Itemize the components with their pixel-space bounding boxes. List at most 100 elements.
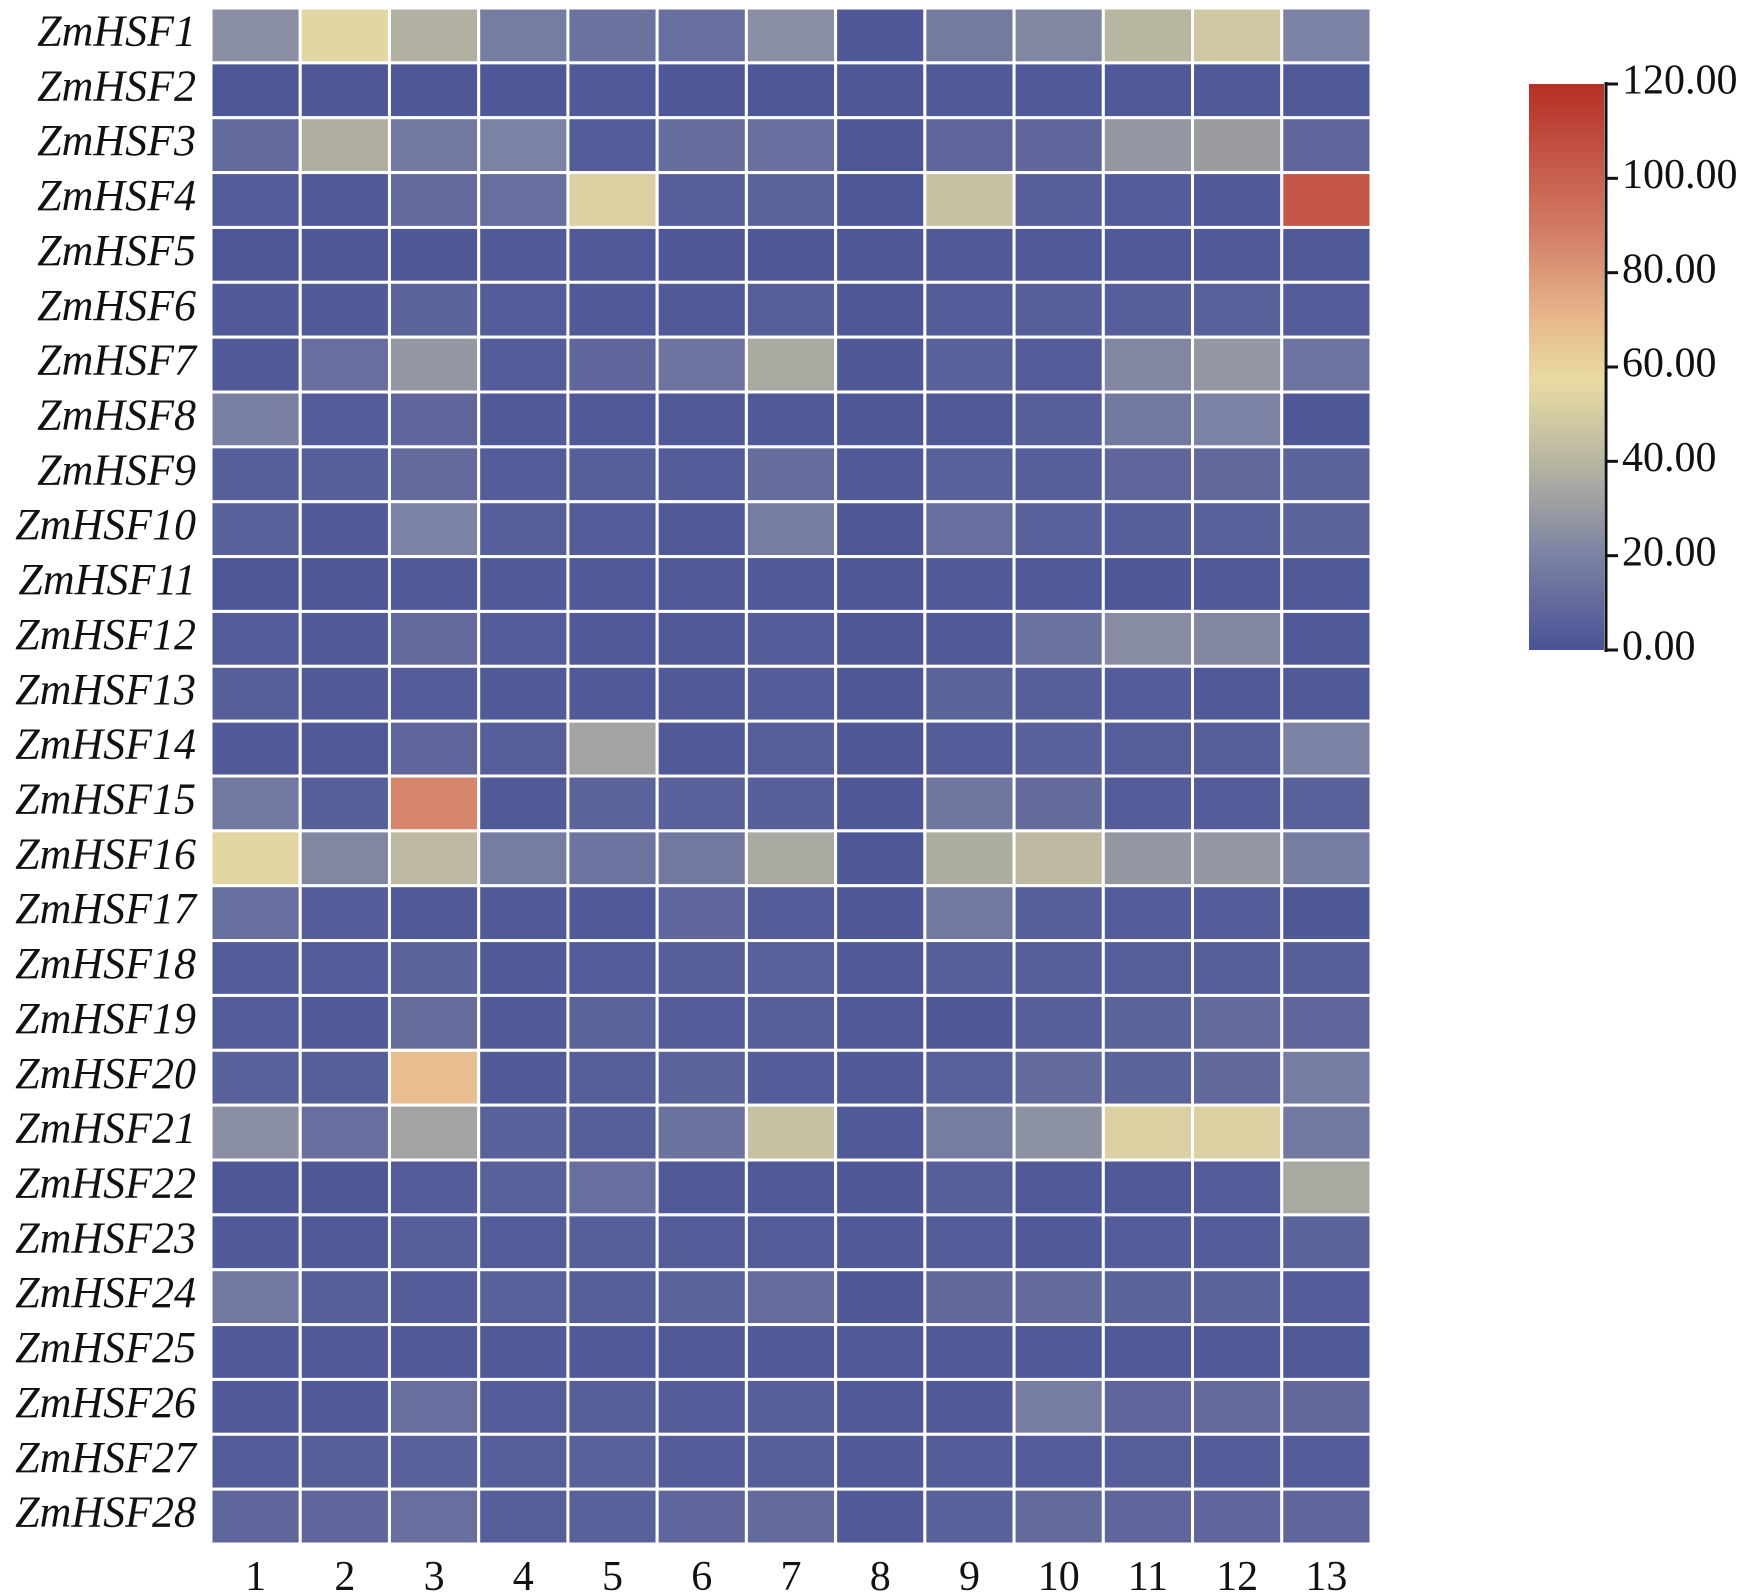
heatmap-cell-ZmHSF11-col7	[744, 555, 838, 613]
heatmap-cell-ZmHSF2-col12	[1191, 61, 1284, 120]
heatmap-cell-ZmHSF21-col3	[387, 1103, 481, 1162]
heatmap-cell-ZmHSF2-col9	[923, 61, 1016, 120]
colorbar-tick-label: 0.00	[1622, 624, 1696, 670]
heatmap-cell-ZmHSF19-col10	[1012, 993, 1105, 1052]
heatmap-cell-ZmHSF7-col6	[655, 335, 748, 394]
heatmap-cell-ZmHSF18-col2	[298, 939, 391, 997]
heatmap-cell-ZmHSF21-col7	[744, 1103, 838, 1162]
heatmap-cell-ZmHSF2-col3	[387, 61, 481, 120]
heatmap-cell-ZmHSF13-col13	[1280, 664, 1373, 723]
heatmap-cell-ZmHSF5-col5	[566, 225, 659, 284]
heatmap-cell-ZmHSF19-col13	[1280, 993, 1373, 1052]
heatmap-cell-ZmHSF6-col7	[744, 280, 838, 339]
heatmap-cell-ZmHSF8-col12	[1191, 390, 1284, 449]
row-label: ZmHSF1	[37, 7, 196, 56]
heatmap-cell-ZmHSF22-col2	[298, 1158, 391, 1217]
heatmap-cell-ZmHSF6-col9	[923, 280, 1016, 339]
heatmap-cell-ZmHSF20-col8	[834, 1048, 927, 1107]
heatmap-cell-ZmHSF26-col13	[1280, 1377, 1373, 1436]
heatmap-cell-ZmHSF21-col4	[477, 1103, 570, 1162]
heatmap-cell-ZmHSF15-col1	[209, 774, 302, 833]
heatmap-cell-ZmHSF11-col12	[1191, 555, 1284, 613]
heatmap-cell-ZmHSF3-col10	[1012, 116, 1105, 175]
column-label: 9	[959, 1554, 980, 1594]
heatmap-cell-ZmHSF18-col1	[209, 939, 302, 997]
heatmap-cell-ZmHSF20-col12	[1191, 1048, 1284, 1107]
colorbar-tick-label: 80.00	[1622, 246, 1717, 292]
heatmap-cell-ZmHSF13-col3	[387, 664, 481, 723]
row-label: ZmHSF24	[15, 1268, 196, 1317]
heatmap-cell-ZmHSF4-col2	[298, 171, 391, 229]
heatmap-cell-ZmHSF11-col6	[655, 555, 748, 613]
heatmap-cell-ZmHSF6-col4	[477, 280, 570, 339]
row-label: ZmHSF26	[15, 1378, 196, 1427]
heatmap-cell-ZmHSF27-col9	[923, 1432, 1016, 1491]
colorbar-ticks: 0.00 20.00 40.00 60.00 80.00 100.00 120.00	[1606, 58, 1738, 670]
heatmap-cell-ZmHSF21-col10	[1012, 1103, 1105, 1162]
heatmap-cell-ZmHSF23-col7	[744, 1213, 838, 1272]
heatmap-cell-ZmHSF4-col1	[209, 171, 302, 229]
heatmap-cell-ZmHSF7-col10	[1012, 335, 1105, 394]
column-label: 6	[691, 1554, 712, 1594]
heatmap-cell-ZmHSF11-col13	[1280, 555, 1373, 613]
heatmap-cell-ZmHSF15-col13	[1280, 774, 1373, 833]
heatmap-cell-ZmHSF2-col6	[655, 61, 748, 120]
heatmap-cell-ZmHSF25-col10	[1012, 1323, 1105, 1381]
heatmap-cell-ZmHSF8-col10	[1012, 390, 1105, 449]
heatmap-cell-ZmHSF27-col6	[655, 1432, 748, 1491]
heatmap-cell-ZmHSF23-col11	[1101, 1213, 1195, 1272]
heatmap-cell-ZmHSF9-col13	[1280, 445, 1373, 504]
heatmap-cell-ZmHSF21-col6	[655, 1103, 748, 1162]
heatmap-cell-ZmHSF27-col8	[834, 1432, 927, 1491]
heatmap-cell-ZmHSF17-col4	[477, 884, 570, 943]
heatmap-cell-ZmHSF6-col13	[1280, 280, 1373, 339]
heatmap-cell-ZmHSF17-col7	[744, 884, 838, 943]
heatmap-cell-ZmHSF24-col3	[387, 1268, 481, 1327]
heatmap-cell-ZmHSF6-col6	[655, 280, 748, 339]
row-label: ZmHSF8	[37, 391, 196, 440]
heatmap-cell-ZmHSF9-col12	[1191, 445, 1284, 504]
heatmap-cell-ZmHSF9-col8	[834, 445, 927, 504]
heatmap-cell-ZmHSF1-col9	[923, 6, 1016, 65]
heatmap-cell-ZmHSF22-col8	[834, 1158, 927, 1217]
heatmap-cell-ZmHSF3-col4	[477, 116, 570, 175]
heatmap-cell-ZmHSF16-col1	[209, 829, 302, 888]
heatmap-cell-ZmHSF5-col8	[834, 225, 927, 284]
heatmap-cell-ZmHSF3-col13	[1280, 116, 1373, 175]
heatmap-cell-ZmHSF8-col6	[655, 390, 748, 449]
heatmap-cell-ZmHSF19-col7	[744, 993, 838, 1052]
heatmap-cell-ZmHSF26-col7	[744, 1377, 838, 1436]
heatmap-cell-ZmHSF21-col9	[923, 1103, 1016, 1162]
heatmap-cell-ZmHSF20-col7	[744, 1048, 838, 1107]
heatmap-cell-ZmHSF23-col3	[387, 1213, 481, 1272]
heatmap-cell-ZmHSF21-col11	[1101, 1103, 1195, 1162]
heatmap-cell-ZmHSF2-col1	[209, 61, 302, 120]
heatmap-cell-ZmHSF20-col10	[1012, 1048, 1105, 1107]
heatmap-cell-ZmHSF15-col2	[298, 774, 391, 833]
heatmap-cell-ZmHSF7-col9	[923, 335, 1016, 394]
heatmap-cell-ZmHSF18-col8	[834, 939, 927, 997]
colorbar-tick-label: 100.00	[1622, 152, 1738, 198]
heatmap-cell-ZmHSF19-col5	[566, 993, 659, 1052]
heatmap-cell-ZmHSF3-col7	[744, 116, 838, 175]
heatmap-cell-ZmHSF1-col10	[1012, 6, 1105, 65]
heatmap-cell-ZmHSF10-col4	[477, 500, 570, 559]
heatmap-cell-ZmHSF24-col10	[1012, 1268, 1105, 1327]
heatmap-cell-ZmHSF23-col6	[655, 1213, 748, 1272]
heatmap-cell-ZmHSF23-col2	[298, 1213, 391, 1272]
row-labels: ZmHSF1 ZmHSF2 ZmHSF3 ZmHSF4 ZmHSF5 ZmHSF6 ZmHS…	[15, 7, 198, 1537]
colorbar-gradient	[1529, 84, 1604, 650]
heatmap-cell-ZmHSF21-col12	[1191, 1103, 1284, 1162]
heatmap-cell-ZmHSF9-col3	[387, 445, 481, 504]
heatmap-cell-ZmHSF7-col3	[387, 335, 481, 394]
heatmap-cell-ZmHSF14-col3	[387, 719, 481, 778]
row-label: ZmHSF27	[15, 1433, 198, 1482]
heatmap-cell-ZmHSF13-col6	[655, 664, 748, 723]
heatmap-cell-ZmHSF3-col3	[387, 116, 481, 175]
row-label: ZmHSF28	[15, 1488, 196, 1537]
heatmap-cell-ZmHSF11-col11	[1101, 555, 1195, 613]
heatmap-cell-ZmHSF9-col5	[566, 445, 659, 504]
row-label: ZmHSF9	[37, 445, 196, 494]
heatmap-cell-ZmHSF14-col7	[744, 719, 838, 778]
heatmap-cell-ZmHSF3-col5	[566, 116, 659, 175]
